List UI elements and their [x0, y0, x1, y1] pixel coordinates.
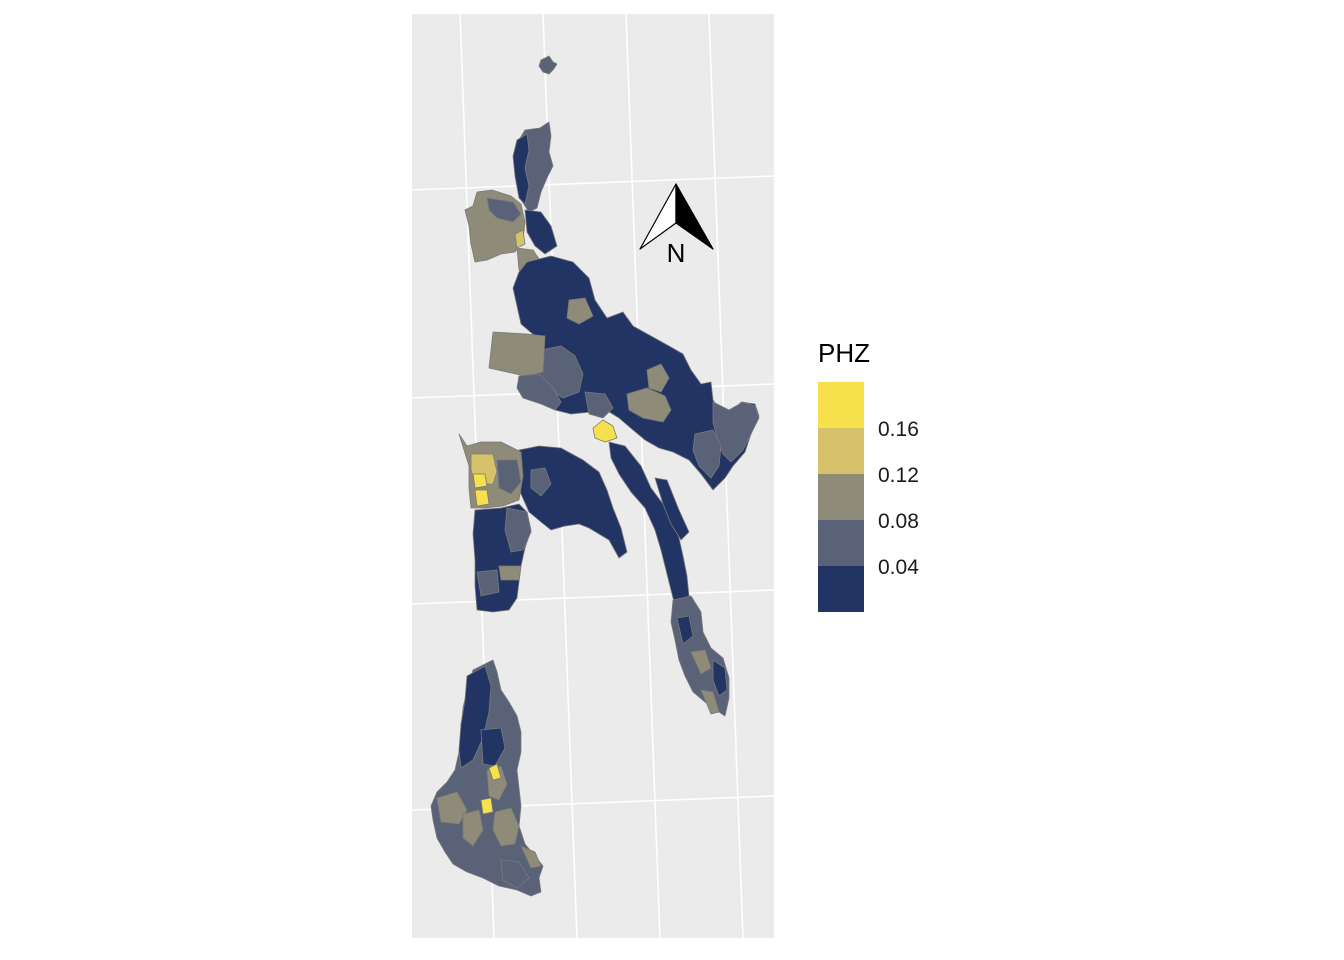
region-west-wedge-b [530, 467, 552, 497]
region-southeast-peninsula-d [712, 659, 728, 697]
region-south-peninsula-f [480, 797, 494, 815]
region-south-column-b [504, 507, 532, 553]
legend-swatch-taupe [818, 474, 864, 520]
region-main-mass-d [646, 363, 670, 393]
region-main-mass-g [692, 429, 722, 479]
region-south-column-d [476, 569, 500, 597]
region-south-peninsula-c [480, 727, 506, 767]
region-main-mass-h [584, 391, 614, 419]
north-arrow-right-half [675, 183, 714, 250]
choropleth [430, 55, 760, 897]
region-south-peninsula-g [492, 807, 520, 847]
region-south-peninsula-j [520, 845, 542, 869]
legend-swatch-slate [818, 520, 864, 566]
north-arrow-label: N [667, 238, 686, 268]
region-western-lobe-c [474, 489, 490, 507]
region-western-lobe-e [496, 459, 522, 495]
region-main-mass-b [566, 297, 594, 325]
region-southeast-peninsula-e [700, 689, 720, 715]
region-south-peninsula-k [500, 859, 530, 889]
region-southeast-peninsula-b [676, 615, 694, 645]
region-northwest-lobe-b [486, 197, 522, 223]
region-west-block [488, 331, 546, 377]
legend-swatch-navy [818, 566, 864, 612]
region-east-bank-b [654, 477, 690, 541]
legend-swatch-yellow [818, 382, 864, 428]
region-main-mass-f [712, 401, 760, 463]
legend-swatch-khaki [818, 428, 864, 474]
region-western-lobe-d [472, 473, 488, 489]
region-west-strip [516, 373, 562, 411]
region-hotspot-river [592, 419, 618, 443]
legend-break-label: 0.04 [878, 556, 919, 579]
north-arrow: N [639, 183, 714, 268]
grid-line [411, 589, 775, 605]
region-south-peninsula-e [488, 763, 502, 781]
region-island [538, 55, 558, 75]
region-northwest-lobe-c [514, 229, 526, 249]
region-upper-connector [524, 209, 558, 255]
legend-title: PHZ [818, 338, 870, 368]
grid-line [411, 175, 775, 191]
region-south-peninsula-i [462, 809, 484, 847]
legend-break-label: 0.08 [878, 510, 919, 533]
legend-break-label: 0.16 [878, 418, 919, 441]
legend-break-label: 0.12 [878, 464, 919, 487]
region-north-strip-core [512, 133, 530, 205]
region-south-column-c [498, 565, 522, 581]
region-main-mass-e [626, 387, 672, 423]
region-south-peninsula-b [458, 665, 492, 769]
region-southeast-peninsula-c [690, 649, 712, 675]
